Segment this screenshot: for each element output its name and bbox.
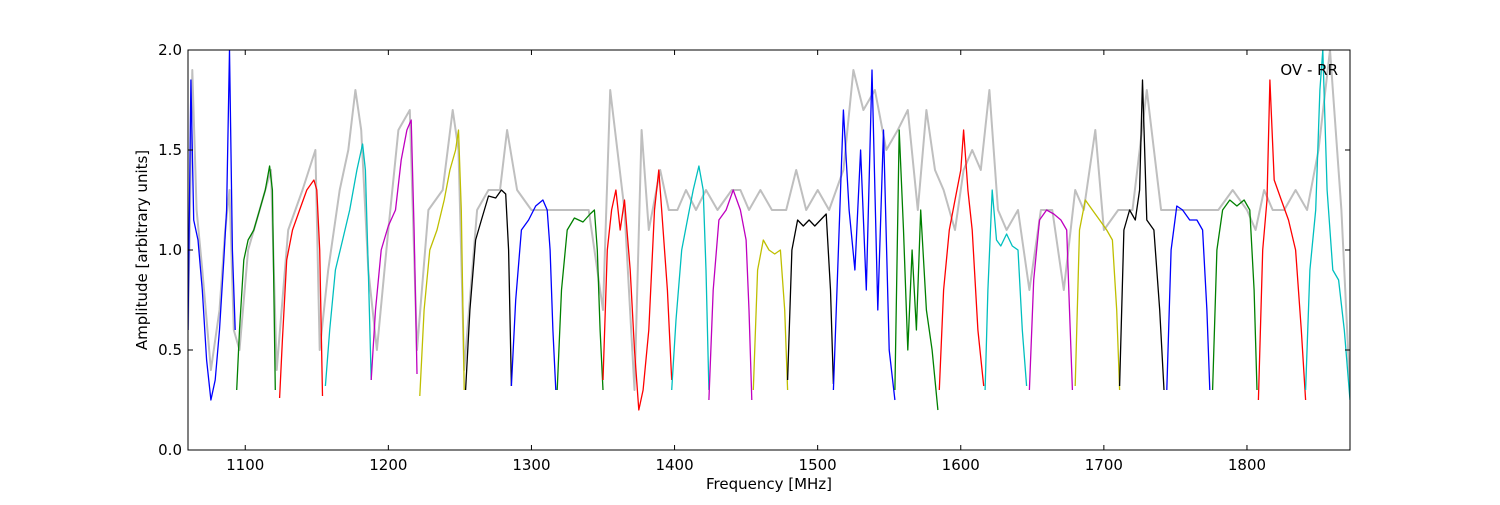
series-line-3 bbox=[278, 179, 324, 399]
x-tick-label: 1100 bbox=[226, 456, 264, 474]
series-line-11 bbox=[671, 165, 710, 391]
series-line-4 bbox=[324, 143, 372, 387]
x-tick-label: 1600 bbox=[942, 456, 980, 474]
x-tick-label: 1500 bbox=[799, 456, 837, 474]
series-line-22 bbox=[1166, 205, 1211, 391]
series-line-16 bbox=[894, 129, 939, 411]
chart-annotation: OV - RR bbox=[1280, 61, 1338, 79]
series-line-21 bbox=[1118, 79, 1165, 391]
x-axis: 1100 1200 1300 1400 1500 1600 1700 1800 bbox=[226, 50, 1266, 474]
plot-area bbox=[188, 50, 1350, 411]
x-tick-label: 1400 bbox=[655, 456, 693, 474]
series-line-5 bbox=[370, 119, 418, 381]
series-line-10 bbox=[602, 169, 673, 411]
series-line-1 bbox=[188, 50, 236, 401]
series-line-17 bbox=[938, 129, 985, 391]
x-axis-label: Frequency [MHz] bbox=[706, 475, 832, 493]
series-line-14 bbox=[786, 213, 835, 385]
series-line-15 bbox=[832, 69, 896, 401]
series-line-8 bbox=[510, 199, 557, 391]
x-tick-label: 1300 bbox=[512, 456, 550, 474]
background-series-line bbox=[188, 50, 1350, 391]
series-line-9 bbox=[556, 209, 604, 391]
y-tick-label: 0.5 bbox=[158, 341, 182, 359]
y-axis: 0.0 0.5 1.0 1.5 2.0 bbox=[158, 41, 1350, 459]
series-line-12 bbox=[708, 189, 753, 401]
y-tick-label: 2.0 bbox=[158, 41, 182, 59]
series-line-13 bbox=[752, 239, 789, 391]
x-tick-label: 1800 bbox=[1228, 456, 1266, 474]
series-line-25 bbox=[1304, 50, 1350, 401]
y-tick-label: 1.5 bbox=[158, 141, 182, 159]
series-line-24 bbox=[1257, 79, 1307, 401]
series-line-6 bbox=[419, 129, 465, 397]
series-line-7 bbox=[464, 189, 513, 391]
y-tick-label: 1.0 bbox=[158, 241, 182, 259]
y-tick-label: 0.0 bbox=[158, 441, 182, 459]
series-line-19 bbox=[1028, 209, 1074, 391]
series-line-18 bbox=[984, 189, 1028, 391]
series-line-2 bbox=[236, 165, 276, 391]
series-line-20 bbox=[1074, 199, 1121, 391]
x-tick-label: 1700 bbox=[1085, 456, 1123, 474]
y-axis-label: Amplitude [arbitrary units] bbox=[133, 150, 151, 350]
series-line-23 bbox=[1211, 199, 1258, 391]
x-tick-label: 1200 bbox=[369, 456, 407, 474]
